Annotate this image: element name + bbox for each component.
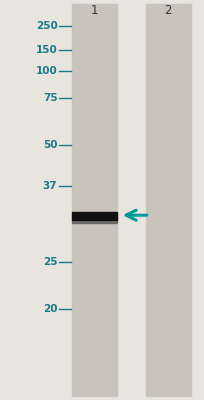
- Text: 150: 150: [35, 45, 57, 55]
- Bar: [71, 4, 116, 396]
- Text: 1: 1: [90, 4, 98, 16]
- Text: 100: 100: [35, 66, 57, 76]
- Text: 250: 250: [35, 21, 57, 31]
- Text: 37: 37: [43, 181, 57, 191]
- Text: 50: 50: [43, 140, 57, 150]
- Text: 2: 2: [164, 4, 171, 16]
- Bar: [145, 4, 190, 396]
- Text: 25: 25: [43, 257, 57, 267]
- Bar: [71, 220, 117, 224]
- Text: 20: 20: [43, 304, 57, 314]
- Text: 75: 75: [43, 93, 57, 103]
- Bar: [71, 212, 117, 220]
